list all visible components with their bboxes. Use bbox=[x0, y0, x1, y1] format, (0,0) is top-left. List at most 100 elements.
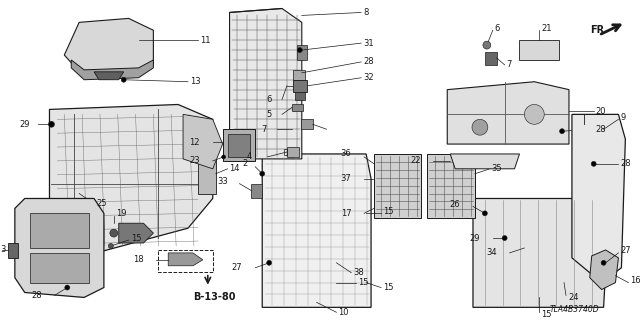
Text: 29: 29 bbox=[469, 234, 480, 243]
Polygon shape bbox=[71, 60, 154, 80]
Text: 14: 14 bbox=[230, 164, 240, 173]
Text: 10: 10 bbox=[339, 308, 349, 317]
Text: 27: 27 bbox=[232, 263, 243, 272]
Polygon shape bbox=[295, 92, 305, 100]
Text: 5: 5 bbox=[267, 110, 272, 119]
Text: 28: 28 bbox=[31, 291, 42, 300]
Polygon shape bbox=[589, 250, 618, 290]
Text: 28: 28 bbox=[363, 57, 374, 67]
Text: 18: 18 bbox=[133, 255, 143, 264]
Polygon shape bbox=[473, 198, 609, 307]
Text: 28: 28 bbox=[596, 125, 606, 134]
Polygon shape bbox=[94, 72, 124, 80]
Text: 15: 15 bbox=[131, 234, 141, 243]
Polygon shape bbox=[485, 52, 497, 65]
Circle shape bbox=[65, 285, 70, 290]
Polygon shape bbox=[223, 129, 255, 161]
Polygon shape bbox=[572, 114, 625, 283]
Text: 33: 33 bbox=[217, 177, 228, 186]
Text: 8: 8 bbox=[363, 8, 369, 17]
Text: 7: 7 bbox=[262, 125, 267, 134]
Text: 34: 34 bbox=[486, 248, 497, 257]
Circle shape bbox=[108, 244, 113, 248]
Text: 28: 28 bbox=[620, 159, 631, 168]
Text: 25: 25 bbox=[96, 199, 106, 208]
Text: 35: 35 bbox=[492, 164, 502, 173]
Circle shape bbox=[221, 155, 226, 159]
Polygon shape bbox=[49, 105, 212, 263]
Polygon shape bbox=[450, 154, 520, 169]
Circle shape bbox=[483, 211, 487, 216]
Circle shape bbox=[591, 161, 596, 166]
Polygon shape bbox=[119, 223, 154, 243]
Text: 13: 13 bbox=[190, 77, 200, 86]
Polygon shape bbox=[183, 114, 223, 169]
Text: TLA4B3740D: TLA4B3740D bbox=[549, 305, 599, 314]
Text: 4: 4 bbox=[247, 152, 252, 161]
Text: 15: 15 bbox=[358, 278, 369, 287]
Text: 7: 7 bbox=[507, 60, 512, 69]
Text: 16: 16 bbox=[630, 276, 640, 285]
Text: 21: 21 bbox=[541, 24, 552, 33]
Text: 12: 12 bbox=[189, 138, 200, 147]
Circle shape bbox=[298, 48, 302, 52]
Text: 31: 31 bbox=[363, 39, 374, 48]
Circle shape bbox=[502, 236, 507, 241]
Circle shape bbox=[559, 129, 564, 134]
Polygon shape bbox=[15, 198, 104, 297]
Polygon shape bbox=[293, 80, 307, 92]
Text: 15: 15 bbox=[383, 207, 394, 216]
Polygon shape bbox=[230, 9, 302, 159]
Polygon shape bbox=[228, 134, 250, 157]
Polygon shape bbox=[293, 70, 305, 80]
Text: 6: 6 bbox=[495, 24, 500, 33]
Text: 32: 32 bbox=[363, 73, 374, 82]
Text: 17: 17 bbox=[340, 209, 351, 218]
Circle shape bbox=[49, 121, 54, 127]
Text: 11: 11 bbox=[200, 36, 211, 45]
Circle shape bbox=[472, 119, 488, 135]
Text: 6: 6 bbox=[267, 95, 272, 104]
Polygon shape bbox=[252, 184, 262, 198]
Circle shape bbox=[483, 41, 491, 49]
Text: 15: 15 bbox=[383, 283, 394, 292]
Text: B-13-80: B-13-80 bbox=[193, 292, 236, 302]
Text: 29: 29 bbox=[20, 120, 30, 129]
Polygon shape bbox=[287, 147, 299, 157]
Polygon shape bbox=[262, 154, 371, 307]
Polygon shape bbox=[447, 82, 569, 144]
Polygon shape bbox=[292, 105, 303, 111]
Polygon shape bbox=[297, 45, 307, 60]
Text: 22: 22 bbox=[410, 156, 420, 165]
Polygon shape bbox=[29, 253, 89, 283]
Text: 26: 26 bbox=[449, 200, 460, 209]
Text: 3: 3 bbox=[0, 245, 5, 254]
Polygon shape bbox=[168, 253, 203, 266]
Circle shape bbox=[524, 105, 544, 124]
Text: 27: 27 bbox=[620, 246, 631, 255]
Text: 36: 36 bbox=[340, 149, 351, 158]
Polygon shape bbox=[518, 40, 559, 60]
Polygon shape bbox=[301, 119, 313, 129]
Text: 20: 20 bbox=[596, 107, 606, 116]
Text: 19: 19 bbox=[116, 209, 126, 218]
Text: 38: 38 bbox=[353, 268, 364, 277]
Circle shape bbox=[121, 77, 126, 82]
Bar bbox=[158, 250, 212, 272]
Circle shape bbox=[110, 229, 118, 237]
Polygon shape bbox=[198, 159, 216, 194]
Polygon shape bbox=[428, 154, 475, 218]
Circle shape bbox=[267, 260, 271, 265]
Circle shape bbox=[601, 260, 606, 265]
Polygon shape bbox=[8, 243, 18, 258]
Polygon shape bbox=[294, 83, 306, 90]
Text: 2: 2 bbox=[242, 159, 248, 168]
Text: 23: 23 bbox=[189, 156, 200, 165]
Polygon shape bbox=[64, 18, 154, 75]
Text: 24: 24 bbox=[568, 293, 579, 302]
Text: FR.: FR. bbox=[589, 25, 608, 35]
Text: 15: 15 bbox=[541, 310, 552, 319]
Polygon shape bbox=[374, 154, 420, 218]
Circle shape bbox=[260, 171, 265, 176]
Polygon shape bbox=[29, 213, 89, 248]
